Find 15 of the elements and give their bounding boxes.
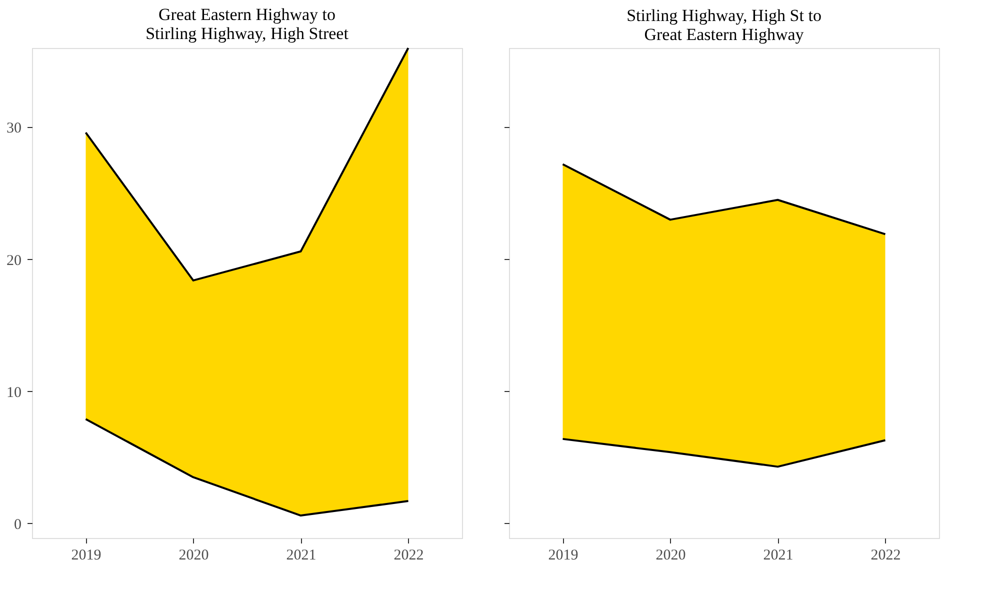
x-tick-label: 2022	[394, 548, 424, 564]
x-tick-label: 2022	[870, 548, 901, 564]
chart-title: Stirling Highway, High St to Great Eastern Highway	[626, 6, 822, 44]
line-series	[84, 418, 410, 517]
x-tick-label: 2021	[763, 548, 794, 564]
chart-title: Great Eastern Highway to Stirling Highway, High Street	[146, 5, 349, 43]
x-tick-label: 2019	[548, 548, 578, 564]
x-tick-label: 2020	[178, 548, 209, 564]
x-tick-label: 2021	[286, 548, 316, 564]
y-tick-label: 0	[14, 516, 22, 533]
y-tick-label: 10	[6, 384, 22, 401]
x-tick-label: 2020	[656, 548, 686, 564]
x-tick-label: 2019	[71, 548, 102, 564]
y-tick-label: 20	[6, 252, 22, 269]
y-tick-label: 30	[6, 120, 22, 137]
